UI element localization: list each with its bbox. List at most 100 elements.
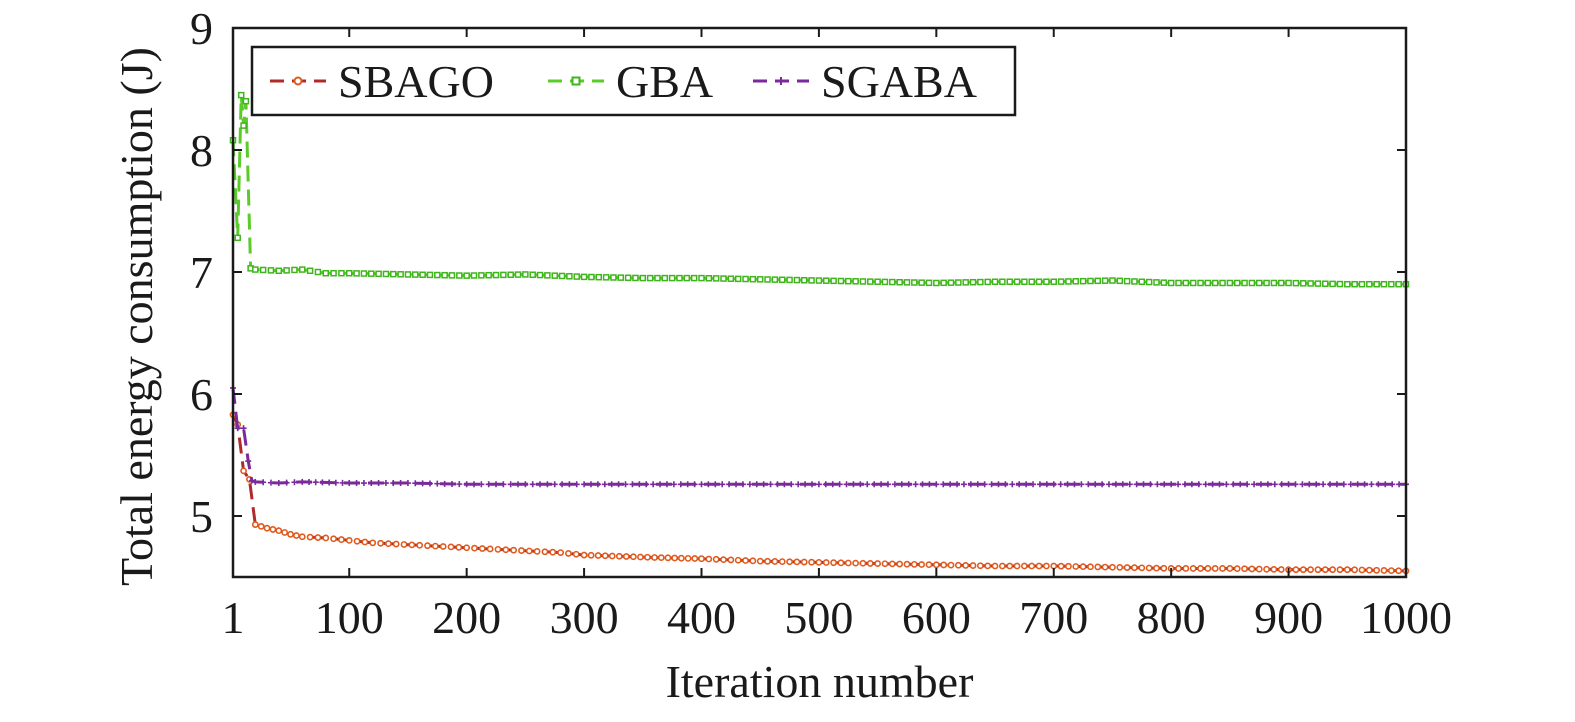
data-point bbox=[1277, 279, 1285, 287]
data-point bbox=[529, 481, 536, 488]
data-point bbox=[594, 481, 601, 488]
data-point bbox=[493, 481, 500, 488]
data-point bbox=[778, 276, 786, 284]
data-point bbox=[1396, 481, 1403, 488]
data-point bbox=[657, 554, 665, 562]
data-point bbox=[368, 270, 375, 277]
data-point bbox=[283, 267, 290, 274]
data-point bbox=[419, 271, 426, 278]
data-point bbox=[1351, 566, 1359, 574]
data-point bbox=[742, 275, 749, 283]
data-point bbox=[1255, 565, 1263, 573]
x-tick-label: 200 bbox=[432, 592, 501, 643]
data-point bbox=[746, 481, 753, 488]
data-point bbox=[661, 274, 669, 282]
data-point bbox=[441, 271, 448, 279]
data-point bbox=[911, 279, 918, 286]
data-point bbox=[719, 481, 726, 488]
data-point bbox=[518, 547, 525, 554]
data-point bbox=[844, 559, 852, 567]
data-point bbox=[1138, 278, 1146, 286]
data-point bbox=[712, 555, 720, 563]
data-point bbox=[557, 549, 564, 556]
data-point bbox=[587, 481, 594, 488]
data-point bbox=[742, 557, 749, 564]
data-point bbox=[502, 546, 510, 554]
data-point bbox=[566, 481, 573, 488]
data-point bbox=[1278, 481, 1285, 488]
data-point bbox=[588, 273, 595, 281]
data-point bbox=[739, 481, 746, 488]
data-point bbox=[903, 279, 911, 286]
data-point bbox=[463, 544, 471, 552]
data-point bbox=[969, 562, 977, 569]
data-point bbox=[947, 279, 955, 286]
data-point bbox=[1043, 562, 1050, 570]
data-point bbox=[639, 274, 647, 282]
data-point bbox=[690, 274, 698, 282]
data-point bbox=[566, 273, 573, 280]
legend-label: SBAGO bbox=[338, 56, 494, 107]
data-point bbox=[1023, 481, 1030, 488]
data-point bbox=[691, 555, 699, 562]
data-point bbox=[1285, 279, 1292, 287]
data-point bbox=[382, 480, 389, 487]
data-point bbox=[977, 278, 984, 286]
data-point bbox=[995, 481, 1002, 488]
data-point bbox=[677, 554, 685, 562]
data-point bbox=[1389, 481, 1396, 488]
data-point bbox=[1321, 566, 1329, 574]
data-point bbox=[1050, 481, 1057, 488]
data-point bbox=[257, 522, 265, 530]
data-point bbox=[1263, 565, 1270, 573]
x-tick-label: 800 bbox=[1137, 592, 1206, 643]
data-point bbox=[800, 558, 808, 566]
data-point bbox=[240, 425, 247, 432]
data-point bbox=[1123, 564, 1131, 571]
data-point bbox=[1314, 566, 1322, 574]
data-point bbox=[991, 278, 999, 286]
data-point bbox=[412, 271, 419, 278]
data-point bbox=[881, 278, 889, 286]
data-point bbox=[947, 561, 955, 569]
data-point bbox=[1087, 277, 1094, 285]
data-point bbox=[397, 480, 404, 487]
data-point bbox=[267, 479, 274, 486]
data-point bbox=[1219, 279, 1226, 287]
data-point bbox=[1237, 481, 1244, 488]
data-point bbox=[240, 467, 247, 475]
legend-marker bbox=[293, 76, 303, 86]
data-point bbox=[925, 561, 933, 569]
data-point bbox=[1064, 481, 1071, 488]
data-point bbox=[1395, 280, 1402, 288]
data-point bbox=[984, 562, 992, 570]
data-point bbox=[260, 479, 267, 486]
data-point bbox=[1094, 277, 1102, 285]
data-point bbox=[771, 558, 779, 565]
x-tick-label: 700 bbox=[1019, 592, 1088, 643]
data-point bbox=[1354, 481, 1361, 488]
data-point bbox=[1277, 566, 1285, 573]
data-point bbox=[918, 561, 926, 568]
data-point bbox=[778, 558, 786, 565]
data-point bbox=[404, 480, 411, 487]
data-point bbox=[698, 274, 705, 282]
data-point bbox=[830, 559, 837, 567]
data-point bbox=[1188, 481, 1195, 488]
series-sbago bbox=[229, 411, 1410, 575]
data-point bbox=[926, 481, 933, 488]
data-point bbox=[808, 558, 815, 566]
data-point bbox=[1094, 563, 1102, 571]
data-point bbox=[345, 269, 353, 277]
data-point bbox=[670, 481, 677, 488]
data-point bbox=[1013, 278, 1021, 286]
data-point bbox=[580, 551, 588, 559]
y-tick-label: 9 bbox=[190, 3, 213, 54]
data-point bbox=[1327, 481, 1334, 488]
data-point bbox=[650, 481, 657, 488]
data-point bbox=[749, 557, 757, 565]
data-point bbox=[330, 535, 337, 543]
data-point bbox=[1181, 481, 1188, 488]
data-point bbox=[330, 269, 337, 277]
